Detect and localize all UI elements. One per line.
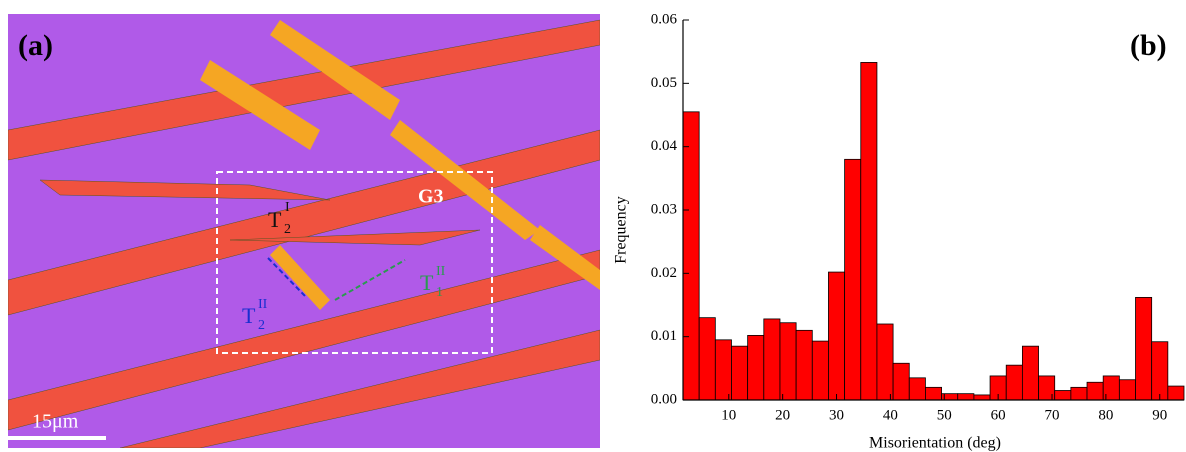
bar [1070, 386, 1088, 401]
y-tick-label: 0.05 [651, 75, 677, 91]
ebsd-map [8, 14, 600, 448]
x-tick-label: 10 [721, 407, 736, 423]
twin-base: T [268, 207, 282, 232]
x-tick-label: 50 [937, 407, 952, 423]
bar [779, 322, 797, 401]
x-tick-label: 60 [991, 407, 1006, 423]
y-axis-label: Frequency [613, 196, 630, 264]
y-tick-label: 0.02 [651, 265, 677, 281]
bar [731, 345, 749, 401]
bar [1135, 296, 1153, 401]
x-tick-label: 70 [1045, 407, 1060, 423]
y-tick-label: 0.00 [651, 391, 677, 407]
bar [860, 62, 878, 401]
bar [892, 362, 910, 401]
twin-base: T [242, 303, 256, 328]
bar [1167, 385, 1185, 401]
panel-label: (b) [1130, 29, 1167, 62]
x-tick-label: 80 [1098, 407, 1113, 423]
bar [1005, 364, 1023, 401]
twin-label: T 1 II [420, 264, 446, 300]
x-tick-label: 20 [775, 407, 790, 423]
bar [747, 334, 765, 401]
y-tick-label: 0.06 [651, 11, 678, 27]
bar [844, 158, 862, 401]
y-tick-label: 0.01 [651, 328, 677, 344]
x-tick-label: 90 [1152, 407, 1167, 423]
bar [1151, 341, 1169, 401]
bar [876, 323, 894, 401]
bar [908, 377, 926, 401]
bar [811, 340, 829, 401]
panel-label: (a) [18, 29, 53, 62]
twin-sup: II [436, 264, 446, 279]
twin-base: T [420, 270, 434, 295]
y-tick-label: 0.04 [651, 138, 678, 154]
bar [1086, 381, 1104, 401]
bar [925, 386, 942, 401]
twin-sub: 1 [436, 285, 443, 300]
bar [1054, 390, 1072, 401]
bar [714, 339, 732, 401]
x-axis-label: Misorientation (deg) [869, 435, 1001, 452]
y-tick-label: 0.03 [651, 201, 677, 217]
x-tick-label: 40 [883, 407, 898, 423]
x-tick-label: 30 [829, 407, 844, 423]
bar [828, 271, 846, 401]
bar [682, 111, 700, 401]
twin-label: T 2 I [268, 200, 291, 237]
bar [1021, 345, 1039, 401]
grain-label: G3 [418, 186, 444, 208]
bar [698, 317, 716, 401]
twin-sub: 2 [258, 318, 265, 333]
twin-sup: II [258, 297, 268, 312]
twin-sub: 2 [284, 222, 291, 237]
bar [957, 393, 975, 401]
bar [1118, 379, 1136, 401]
twin-label: T 2 II [242, 297, 268, 333]
scale-bar-label: 15μm [32, 411, 79, 433]
bar [973, 394, 991, 401]
bar [795, 329, 813, 401]
twin-sup: I [285, 200, 290, 215]
bar [763, 318, 781, 401]
